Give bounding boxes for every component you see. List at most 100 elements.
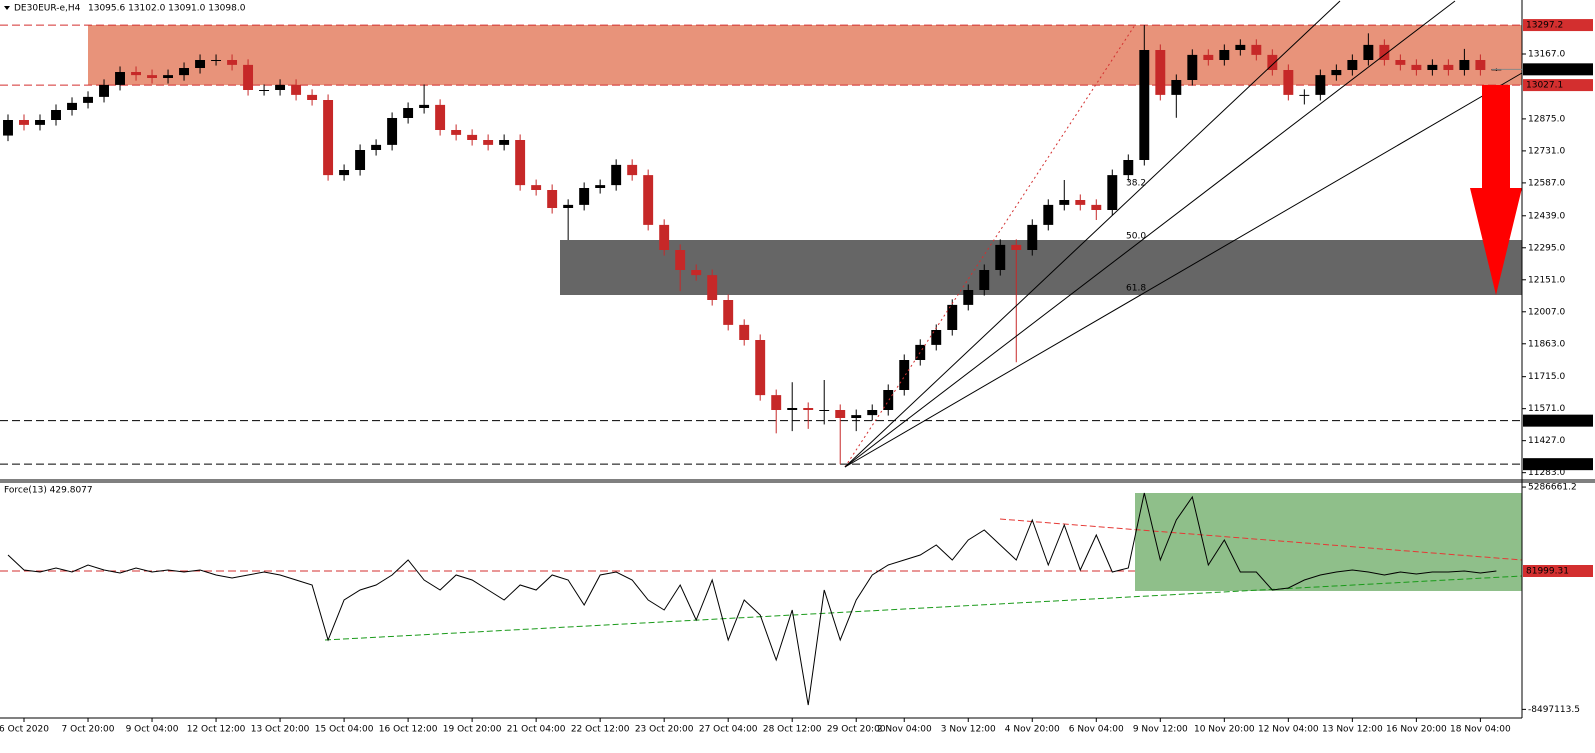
resistance-zone [88, 25, 1522, 86]
x-tick-label: 10 Nov 20:00 [1194, 725, 1255, 735]
candle-body [899, 360, 910, 390]
x-tick-label: 28 Oct 12:00 [763, 725, 822, 735]
x-tick-label: 4 Nov 20:00 [1005, 725, 1060, 735]
candle-body [3, 120, 13, 136]
y-tick-label: 12587.0 [1528, 178, 1565, 188]
candle-body [1379, 44, 1390, 60]
x-tick-label: 13 Oct 20:00 [251, 725, 310, 735]
fib-label: 38.2 [1126, 179, 1146, 189]
candle-body [1363, 44, 1374, 60]
ohlc-readout: 13095.6 13102.0 13091.0 13098.0 [88, 4, 246, 14]
consolidation-zone [1135, 493, 1522, 591]
candle-body [1011, 244, 1022, 250]
candle-body [1203, 54, 1214, 60]
candle-body [835, 410, 846, 418]
level-label: 11321.3 [1526, 460, 1563, 470]
candle-body [35, 120, 45, 125]
candle-body [675, 250, 686, 270]
candle-body [1283, 70, 1294, 95]
support-zone [560, 240, 1522, 295]
candle-body [1043, 204, 1054, 225]
candle-body [275, 84, 286, 90]
candle-body [403, 108, 414, 118]
candle-body [499, 140, 510, 145]
candle-body [1315, 75, 1326, 95]
candle-body [1123, 160, 1134, 176]
candle-body [787, 408, 798, 410]
indicator-title: Force(13) 429.8077 [4, 486, 93, 496]
x-tick-label: 9 Nov 12:00 [1133, 725, 1188, 735]
candle-body [67, 102, 77, 110]
candle-body [1443, 64, 1454, 70]
x-tick-label: 12 Oct 12:00 [187, 725, 246, 735]
y-tick-label: 12875.0 [1528, 114, 1565, 124]
candle-body [771, 395, 782, 410]
x-tick-label: 21 Oct 04:00 [507, 725, 566, 735]
candle-body [611, 164, 622, 186]
y-tick-label: 12151.0 [1528, 275, 1565, 285]
x-tick-label: 3 Nov 12:00 [941, 725, 996, 735]
candle-body [739, 324, 750, 340]
candle-body [979, 270, 990, 290]
candle-body [259, 90, 270, 91]
candle-body [867, 410, 878, 416]
y-tick-label: 11427.0 [1528, 436, 1565, 446]
x-tick-label: 6 Nov 04:00 [1069, 725, 1124, 735]
candle-body [691, 270, 702, 276]
level-label: 13027.1 [1526, 81, 1563, 91]
level-label-box [1523, 19, 1593, 32]
candle-body [819, 410, 830, 411]
y-tick-label: 11571.0 [1528, 404, 1565, 414]
candle-body [1075, 200, 1086, 205]
candle-body [563, 204, 574, 208]
y-tick-label: 12295.0 [1528, 243, 1565, 253]
fan-line [844, 72, 1523, 468]
candle-body [147, 75, 158, 78]
x-tick-label: 6 Oct 2020 [0, 725, 49, 735]
candle-body [659, 224, 670, 250]
level-label-box [1523, 414, 1593, 427]
y-tick-label: -8497113.5 [1528, 705, 1580, 715]
candle-body [1059, 200, 1070, 205]
candle-body [179, 68, 190, 76]
y-tick-label: 12731.0 [1528, 146, 1565, 156]
fib-label: 50.0 [1126, 232, 1146, 242]
candle-body [371, 144, 382, 150]
candle-body [627, 164, 638, 176]
candle-body [307, 94, 318, 100]
candle-body [19, 120, 29, 125]
candle-body [723, 300, 734, 325]
level-label: 13297.2 [1526, 21, 1563, 31]
candle-body [1427, 64, 1438, 70]
fib-label: 61.8 [1126, 284, 1146, 294]
candle-body [339, 170, 350, 176]
candle-body [1475, 60, 1486, 70]
candle-body [1139, 50, 1150, 160]
candle-body [1347, 60, 1358, 70]
candle-body [387, 118, 398, 145]
fib-baseline [844, 24, 1136, 468]
candle-body [547, 190, 558, 208]
y-tick-label: 12007.0 [1528, 307, 1565, 317]
y-tick-label: 11863.0 [1528, 339, 1565, 349]
level-label-box [1523, 565, 1593, 577]
candle-body [131, 72, 141, 76]
level-label-box [1523, 79, 1593, 92]
candle-body [291, 84, 302, 95]
force-line [7, 492, 1497, 706]
fan-line [844, 0, 1456, 468]
candle-body [1235, 44, 1246, 50]
candle-body [483, 140, 494, 145]
level-label: 81999.31 [1526, 567, 1569, 577]
candle-body [115, 72, 125, 85]
candle-body [1299, 94, 1310, 96]
x-tick-label: 23 Oct 20:00 [635, 725, 694, 735]
candle-body [595, 185, 606, 188]
y-tick-label: 5286661.2 [1528, 483, 1577, 493]
candle-body [1251, 44, 1262, 55]
x-tick-label: 15 Oct 04:00 [315, 725, 374, 735]
candle-body [883, 390, 894, 410]
candle-body [467, 134, 478, 140]
